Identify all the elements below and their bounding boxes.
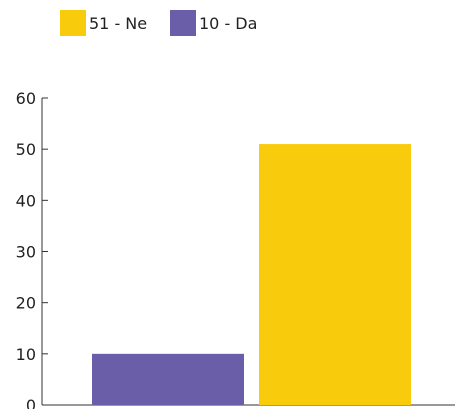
legend-label-1: 51 - Ne	[89, 14, 147, 33]
y-tick-label: 40	[16, 191, 36, 210]
y-tick-label: 60	[16, 89, 36, 108]
legend-swatch-2	[170, 10, 196, 36]
bar-da	[92, 353, 244, 405]
y-axis: 0 10 20 30 40 50 60	[16, 89, 455, 413]
y-tick-label: 0	[26, 396, 36, 409]
y-tick-label: 50	[16, 140, 36, 159]
y-tick-label: 30	[16, 243, 36, 262]
y-tick-label: 20	[16, 294, 36, 313]
legend-label-2: 10 - Da	[199, 14, 257, 33]
legend: 51 - Ne 10 - Da	[60, 10, 257, 36]
bar-ne	[259, 144, 411, 406]
bars	[92, 144, 411, 406]
y-tick-label: 10	[16, 345, 36, 364]
legend-swatch-1	[60, 10, 86, 36]
